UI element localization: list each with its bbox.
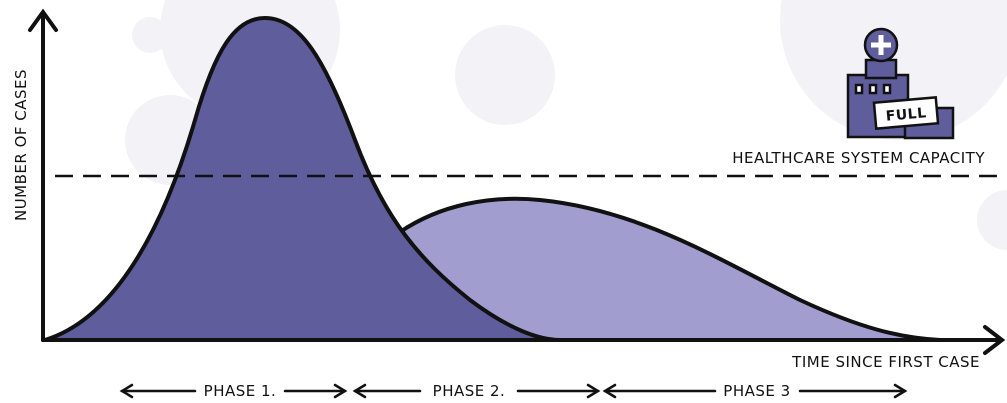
phase-label: PHASE 1.	[204, 382, 277, 400]
phase-label: PHASE 3	[723, 382, 790, 400]
capacity-label: HEALTHCARE SYSTEM CAPACITY	[732, 149, 985, 167]
diagram: NUMBER OF CASES TIME SINCE FIRST CASE HE…	[0, 0, 1007, 403]
phase-label: PHASE 2.	[433, 382, 506, 400]
x-axis-label: TIME SINCE FIRST CASE	[791, 353, 980, 371]
y-axis-label: NUMBER OF CASES	[12, 69, 30, 221]
